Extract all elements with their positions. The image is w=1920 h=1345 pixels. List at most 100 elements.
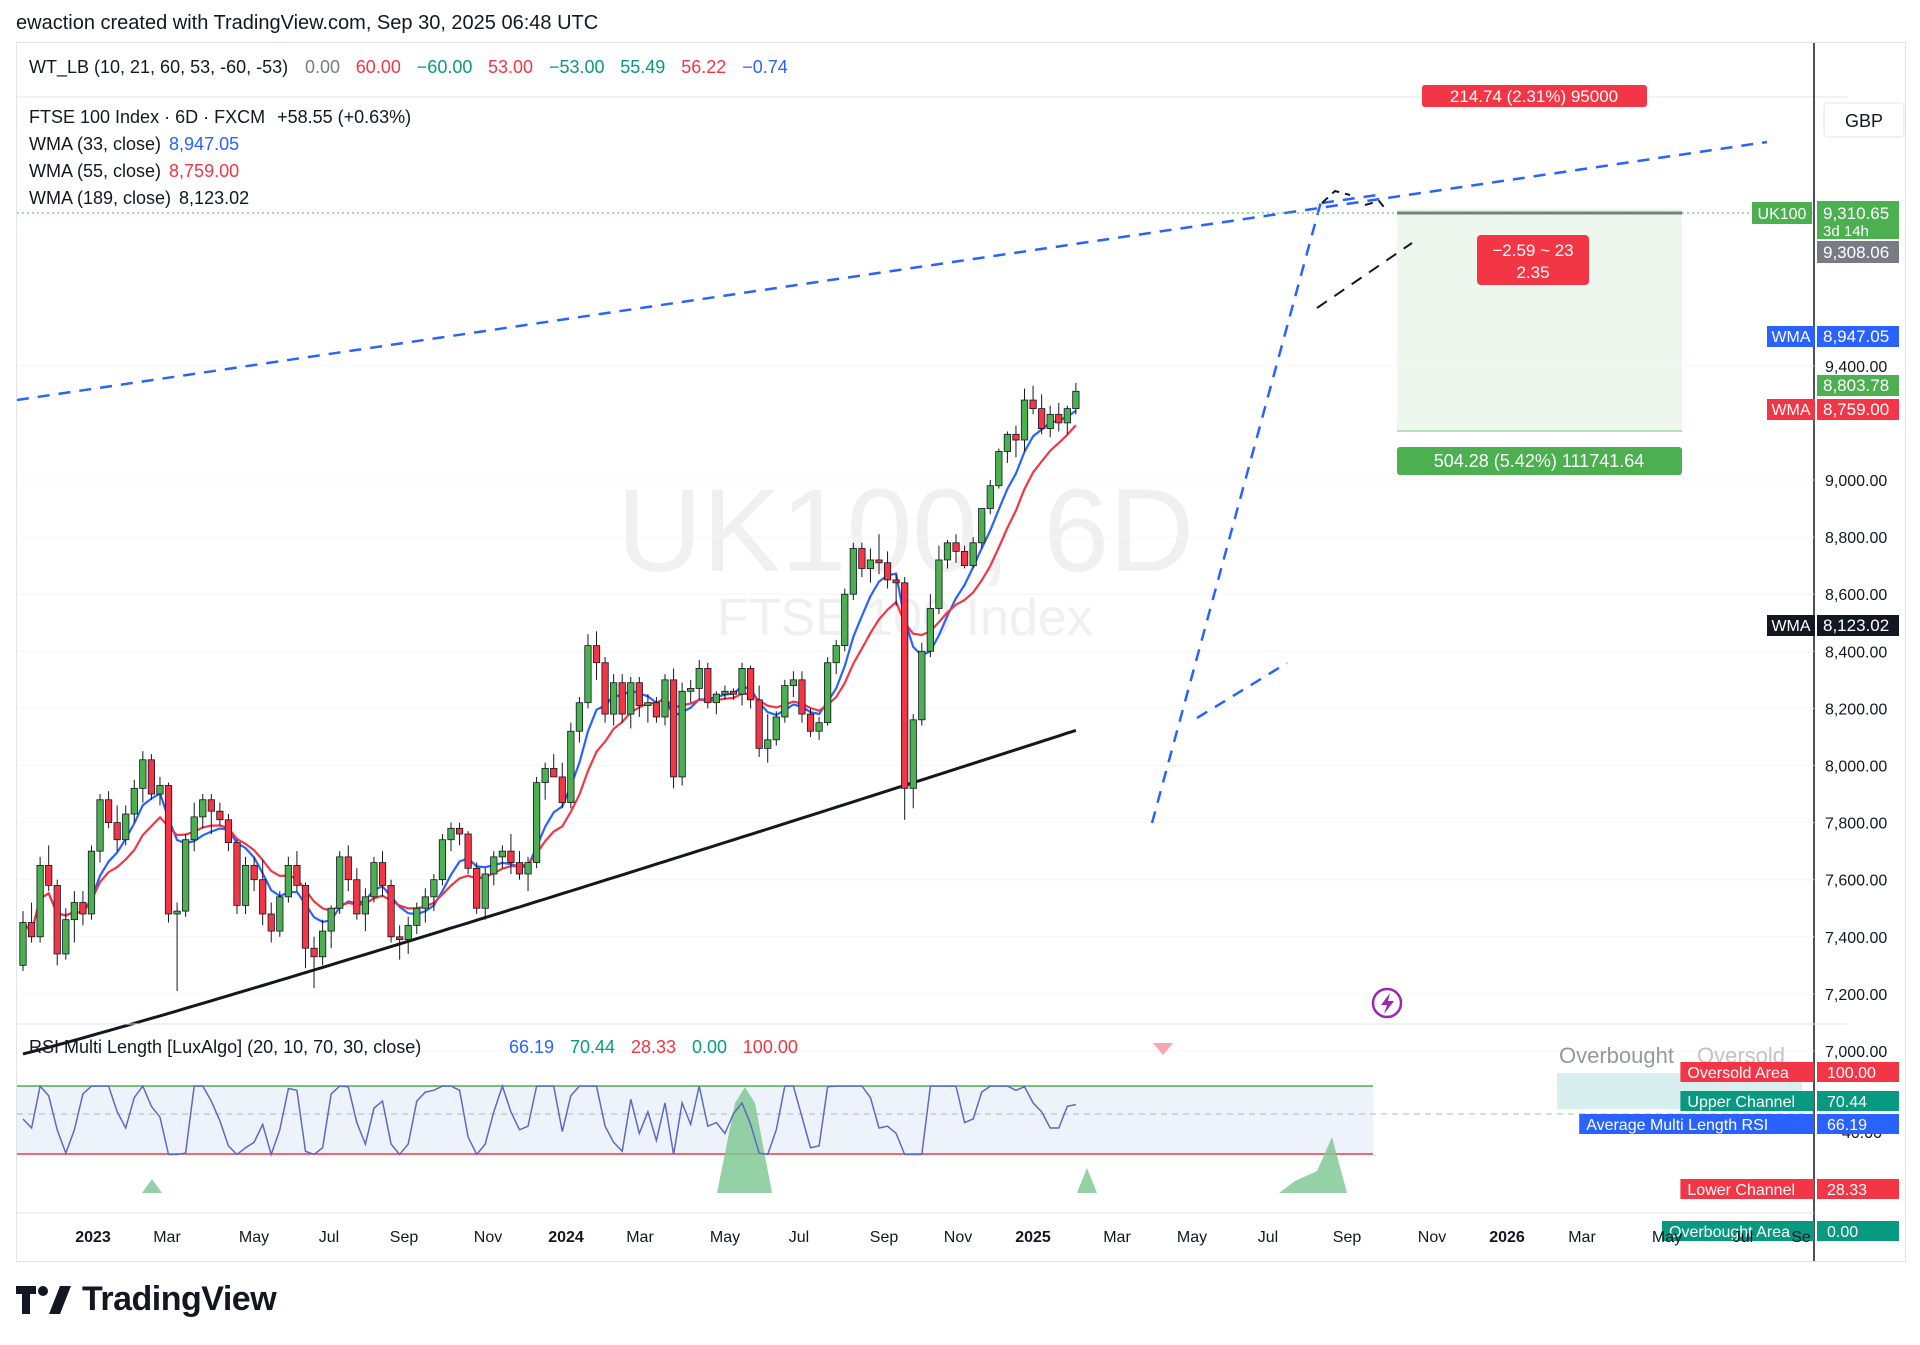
candle — [986, 480, 994, 515]
uk100-price-text: 9,310.65 — [1823, 204, 1889, 223]
price-tick: 9,400.00 — [1825, 359, 1887, 376]
candle — [755, 685, 763, 757]
candle — [53, 879, 61, 966]
candle — [610, 674, 618, 726]
price-tick: 7,800.00 — [1825, 816, 1887, 833]
candle — [113, 805, 121, 852]
time-tick: May — [710, 1229, 740, 1246]
wma55-badge — [1817, 399, 1899, 420]
rsi-overbought-text: Overbought — [1559, 1043, 1674, 1068]
rsi-value: 100.00 — [743, 1037, 798, 1057]
trendlines[interactable] — [16, 140, 1768, 824]
candle — [935, 545, 943, 615]
time-tick: 2024 — [548, 1229, 584, 1246]
rsi-badge: Upper Channel 70.44 — [1680, 1091, 1899, 1111]
svg-text:WMA (55, close)8,759.00: WMA (55, close) 8,759.00 — [29, 161, 239, 181]
candle — [1063, 405, 1071, 435]
steep-trendline[interactable] — [1150, 197, 1324, 824]
currency-label[interactable]: GBP — [1845, 111, 1883, 131]
candle — [378, 851, 387, 897]
candle — [267, 902, 275, 943]
wma189-tag — [1767, 615, 1815, 636]
wma189-badge-text: 8,123.02 — [1823, 616, 1889, 635]
candle — [473, 862, 481, 914]
chart-credit: ewaction created with TradingView.com, S… — [16, 12, 599, 34]
candle — [695, 659, 703, 700]
svg-text:70.44: 70.44 — [1827, 1094, 1867, 1111]
long-trendline[interactable] — [16, 140, 1768, 402]
candle — [105, 791, 113, 829]
candle — [832, 639, 840, 675]
candle — [1055, 402, 1063, 432]
svg-text:Upper Channel: Upper Channel — [1687, 1094, 1795, 1111]
candle — [190, 802, 198, 852]
time-tick: Jul — [1733, 1229, 1753, 1246]
candle — [396, 925, 404, 960]
svg-text:Overbought Area: Overbought Area — [1669, 1224, 1790, 1241]
grey-price-text: 9,308.06 — [1823, 243, 1889, 262]
candle — [327, 905, 335, 949]
wt-lb-legend: WT_LB (10, 21, 60, 53, -60, -53) 0.00 60.… — [29, 57, 788, 78]
svg-text:Lower Channel: Lower Channel — [1687, 1182, 1795, 1199]
short-trendline[interactable] — [1196, 661, 1288, 720]
rsi-peaks — [142, 1087, 1347, 1193]
time-tick: Mar — [1103, 1229, 1131, 1246]
candle — [729, 688, 738, 700]
currency-button[interactable] — [1823, 102, 1905, 138]
svg-text:0.00: 0.00 — [1827, 1224, 1858, 1241]
candle — [687, 679, 695, 703]
rsi-badge: Oversold Area 100.00 — [1680, 1062, 1899, 1082]
candle — [173, 902, 181, 992]
candle — [1038, 394, 1046, 435]
wma189-badge — [1817, 615, 1899, 636]
wma55-tag-text: WMA — [1771, 402, 1810, 419]
measure-green-box — [1397, 447, 1682, 475]
svg-text:WMA (33, close)8,947.05: WMA (33, close) 8,947.05 — [29, 134, 239, 154]
candle — [764, 714, 772, 763]
candle — [70, 891, 78, 943]
candle — [661, 674, 669, 726]
candle — [943, 539, 952, 569]
candle — [404, 916, 412, 954]
green-price-badge — [1817, 375, 1899, 396]
measure-red-line2: 2.35 — [1516, 263, 1549, 282]
price-tick: 8,000.00 — [1825, 759, 1887, 776]
candle — [455, 822, 464, 846]
green-price-text: 8,803.78 — [1823, 376, 1889, 395]
candle — [96, 794, 104, 863]
measure-green-text: 504.28 (5.42%) 111741.64 — [1434, 451, 1645, 471]
wedge-top-right[interactable] — [1364, 199, 1388, 212]
candle — [147, 754, 155, 800]
candle — [62, 908, 70, 960]
rsi-badge: Overbought Area 0.00 — [1662, 1221, 1899, 1241]
uk100-tag-text: UK100 — [1758, 206, 1807, 223]
candle — [464, 831, 472, 874]
candle — [19, 911, 27, 972]
wedge-lower-line[interactable] — [1316, 242, 1413, 309]
candle — [224, 814, 233, 852]
candle — [182, 834, 190, 917]
wedge-top-left[interactable] — [1321, 189, 1351, 204]
rsi-badge: Average Multi Length RSI 66.19 — [1579, 1114, 1899, 1134]
candle — [1029, 385, 1037, 415]
candle — [592, 631, 601, 680]
top-trendline[interactable] — [1321, 193, 1378, 205]
time-tick: May — [1652, 1229, 1682, 1246]
legend-wma55-label: WMA (55, close) — [29, 161, 161, 181]
wt-lb-value: 60.00 — [356, 57, 401, 77]
bolt-icon[interactable] — [1371, 987, 1403, 1019]
legend-wma189-value: 8,123.02 — [179, 188, 249, 208]
time-tick: Jul — [1258, 1229, 1278, 1246]
chart-svg[interactable]: WT_LB (10, 21, 60, 53, -60, -53) 0.00 60.… — [16, 43, 1905, 1261]
wma55-badge-text: 8,759.00 — [1823, 400, 1889, 419]
time-tick: Mar — [1568, 1229, 1596, 1246]
measure-top-red-text: 214.74 (2.31%) 95000 — [1450, 87, 1618, 106]
candle — [524, 856, 532, 892]
grey-price-badge — [1817, 241, 1899, 263]
candle — [139, 751, 147, 803]
wma55-line — [22, 424, 1077, 935]
uk100-price-badge — [1817, 201, 1899, 239]
wt-lb-value: 53.00 — [488, 57, 533, 77]
candle — [824, 657, 832, 726]
tradingview-logo[interactable]: TradingView — [16, 1280, 277, 1319]
